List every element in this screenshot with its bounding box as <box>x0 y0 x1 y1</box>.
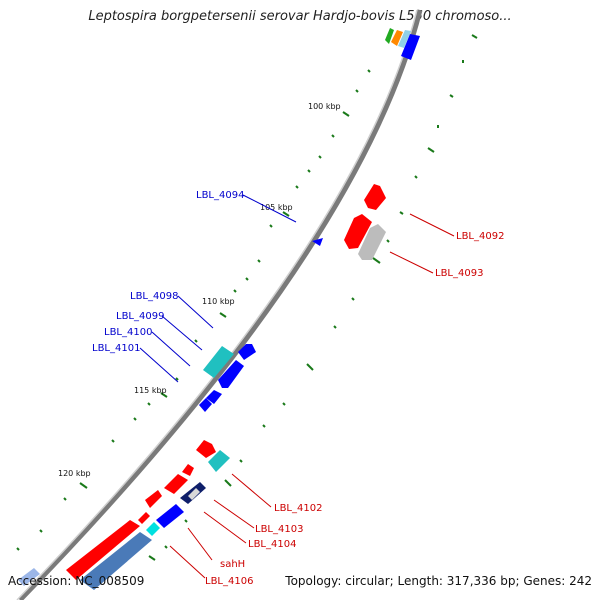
gene-LBL_4092[interactable] <box>364 184 386 210</box>
label-sahH[interactable]: sahH <box>220 559 245 570</box>
gene-LBL_4093-part[interactable] <box>344 214 372 249</box>
gene-LBL_4100[interactable] <box>218 360 244 388</box>
kbp-label-120: 120 kbp <box>58 469 91 478</box>
kbp-label-105: 105 kbp <box>260 203 293 212</box>
inner-tick-marks <box>16 69 371 551</box>
label-LBL_4101[interactable]: LBL_4101 <box>92 343 140 354</box>
label-LBL_4099[interactable]: LBL_4099 <box>116 311 164 322</box>
gene-LBL_4094[interactable] <box>312 238 323 246</box>
gene-grey-small[interactable] <box>188 488 200 500</box>
topology-summary: Topology: circular; Length: 317,336 bp; … <box>285 574 592 588</box>
top-feature-group[interactable] <box>385 28 420 60</box>
label-LBL_4098[interactable]: LBL_4098 <box>130 291 178 302</box>
label-LBL_4093[interactable]: LBL_4093 <box>435 268 483 279</box>
gene-LBL_4101[interactable] <box>206 390 222 404</box>
map-title: Leptospira borgpetersenii serovar Hardjo… <box>88 9 512 24</box>
gene-cyan-lower[interactable] <box>208 450 230 472</box>
gene-LBL_4099[interactable] <box>203 346 234 378</box>
gene-blue-small[interactable] <box>199 398 212 412</box>
label-LBL_4104[interactable]: LBL_4104 <box>248 539 296 550</box>
gene-LBL_4102[interactable] <box>196 440 216 458</box>
outer-tick-marks <box>148 34 478 561</box>
grey-feature-LBL_4093[interactable] <box>358 224 386 260</box>
gene-LBL_4106[interactable] <box>66 520 140 580</box>
gene-red-small[interactable] <box>182 464 194 476</box>
kbp-label-100: 100 kbp <box>308 102 341 111</box>
orange-feature <box>391 30 403 46</box>
gene-LBL_4103[interactable] <box>164 474 188 494</box>
gene-LBL_4098[interactable] <box>238 344 256 360</box>
gene-sahH[interactable] <box>156 504 184 528</box>
lightblue-feature <box>398 30 411 48</box>
gene-LBL_4104[interactable] <box>145 490 162 508</box>
label-LBL_4094[interactable]: LBL_4094 <box>196 190 244 201</box>
accession-text: Accession: NC_008509 <box>8 574 145 588</box>
genome-backbone-highlight <box>16 9 418 600</box>
gene-red-mini[interactable] <box>138 512 150 524</box>
label-LBL_4106[interactable]: LBL_4106 <box>205 576 253 587</box>
gene-lightblue-edge[interactable] <box>18 568 40 586</box>
gene-steelblue-large[interactable] <box>80 532 152 590</box>
genome-backbone <box>18 9 423 600</box>
label-LBL_4092[interactable]: LBL_4092 <box>456 231 504 242</box>
label-LBL_4103[interactable]: LBL_4103 <box>255 524 303 535</box>
gene-cyan-mini[interactable] <box>146 522 160 536</box>
label-LBL_4100[interactable]: LBL_4100 <box>104 327 152 338</box>
label-connectors <box>139 194 455 579</box>
kbp-label-110: 110 kbp <box>202 297 235 306</box>
label-LBL_4102[interactable]: LBL_4102 <box>274 503 322 514</box>
kbp-label-115: 115 kbp <box>134 386 167 395</box>
forward-cds-top <box>401 34 420 60</box>
green-feature <box>385 28 394 44</box>
